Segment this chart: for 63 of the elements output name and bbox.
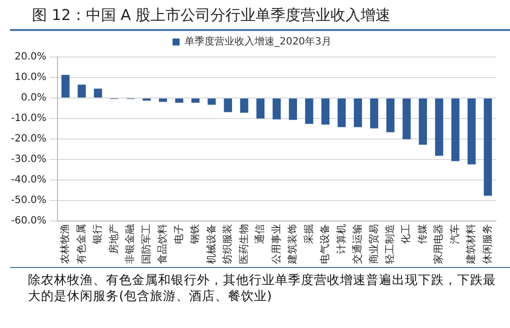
x-tick-label: 计算机 xyxy=(335,224,348,254)
x-tick-label: 国防军工 xyxy=(140,224,152,264)
x-tick-label: 电子 xyxy=(172,224,185,244)
y-tick-label: -20.0% xyxy=(10,134,46,145)
y-tick-label: 0.0% xyxy=(20,92,46,104)
x-tick-label: 有色金属 xyxy=(75,224,88,264)
x-tick-label: 汽车 xyxy=(448,224,461,244)
bar xyxy=(354,98,362,128)
x-tick-label: 采掘 xyxy=(302,224,315,244)
bar xyxy=(224,98,232,112)
x-tick-label: 轻工制造 xyxy=(384,224,396,264)
bar xyxy=(288,98,297,120)
x-tick-label: 银行 xyxy=(92,224,104,245)
bar xyxy=(338,98,346,128)
bar xyxy=(370,98,378,128)
bar xyxy=(468,98,476,164)
y-tick-label: -30.0% xyxy=(10,154,46,166)
y-tick-label: -40.0% xyxy=(10,174,46,186)
x-tick-label: 机械设备 xyxy=(205,224,218,264)
y-tick-label: -60.0% xyxy=(10,216,46,227)
x-tick-label: 电气设备 xyxy=(319,224,332,264)
bar xyxy=(94,88,102,98)
x-tick-label: 家用电器 xyxy=(432,224,445,264)
text: 除农林牧渔、有色金属和银行外，其他行业单季度营收增速普遍出现下跌，下跌最大的是休闲服务(包含旅游、酒店、餐饮业) xyxy=(10,267,510,304)
bar xyxy=(158,98,168,102)
x-tick-label: 钢铁 xyxy=(189,224,202,245)
bar xyxy=(321,98,330,125)
bar xyxy=(305,98,314,124)
x-tick-label: 交通运输 xyxy=(352,224,364,264)
y-tick-label: 10.0% xyxy=(14,72,46,84)
bar xyxy=(386,98,394,132)
bar xyxy=(418,98,427,145)
bar xyxy=(256,98,265,118)
x-tick-label: 建筑装饰 xyxy=(286,224,299,265)
x-tick-label: 医药生物 xyxy=(238,224,250,264)
bar xyxy=(175,98,184,103)
y-tick-label: -10.0% xyxy=(10,113,46,124)
bar xyxy=(272,98,281,120)
y-tick-label: 20.0% xyxy=(14,52,46,63)
x-tick-label: 休闲服务 xyxy=(481,224,494,264)
bar xyxy=(191,98,200,103)
bar xyxy=(451,98,460,162)
chart-title: 图 12：中国 A 股上市公司分行业单季度营业收入增速 xyxy=(10,0,510,31)
x-tick-label: 通信 xyxy=(254,224,266,244)
bar xyxy=(61,74,70,98)
y-tick-label: -50.0% xyxy=(10,195,46,206)
x-tick-label: 非银金融 xyxy=(124,224,136,264)
x-tick-label: 农林牧渔 xyxy=(59,224,72,264)
x-tick-label: 传媒 xyxy=(417,224,428,244)
x-tick-label: 建筑材料 xyxy=(465,224,478,265)
bar xyxy=(402,98,411,140)
x-tick-label: 商业贸易 xyxy=(368,224,380,264)
x-tick-label: 纺织服装 xyxy=(222,224,234,264)
bar xyxy=(208,98,216,105)
x-tick-label: 化工 xyxy=(400,224,412,244)
legend-label: 单季度营业收入增速_2020年3月 xyxy=(184,36,332,48)
x-tick-label: 食品饮料 xyxy=(156,224,169,264)
bar xyxy=(78,84,86,98)
x-tick-label: 房地产 xyxy=(108,224,120,254)
bar xyxy=(240,98,248,113)
bar xyxy=(435,98,444,156)
x-tick-label: 公用事业 xyxy=(270,224,282,264)
bar xyxy=(484,98,492,196)
